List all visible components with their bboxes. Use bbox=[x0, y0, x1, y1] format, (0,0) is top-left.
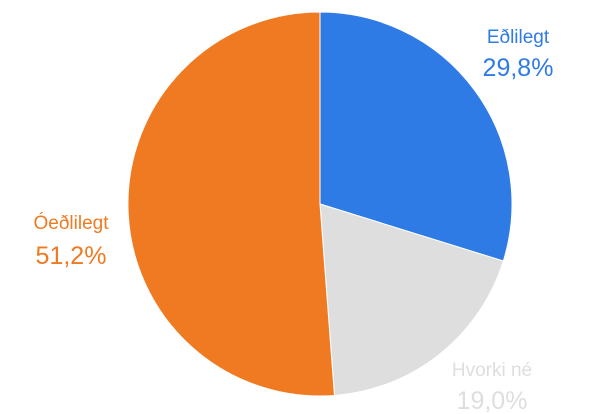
slice-label-name-1: Hvorki né bbox=[452, 360, 532, 381]
slice-label-value-0: 29,8% bbox=[483, 54, 554, 82]
pie-slice-1 bbox=[319, 203, 504, 396]
slice-label-name-0: Eðlilegt bbox=[487, 27, 550, 48]
pie-slices bbox=[127, 11, 513, 397]
slice-label-value-1: 19,0% bbox=[457, 387, 528, 414]
slice-label-name-2: Óeðlilegt bbox=[34, 212, 110, 234]
slice-labels: Eðlilegt 29,8% Hvorki né 19,0% Óeðlilegt… bbox=[34, 27, 554, 414]
pie-slice-0 bbox=[319, 11, 513, 262]
slice-label-value-2: 51,2% bbox=[36, 242, 107, 270]
pie-slice-2 bbox=[127, 11, 335, 397]
